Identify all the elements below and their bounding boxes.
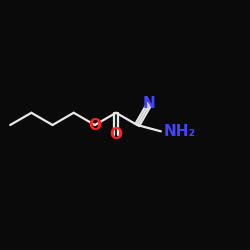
Text: O: O [88, 118, 102, 132]
Text: N: N [143, 96, 156, 111]
Text: NH₂: NH₂ [163, 124, 196, 139]
Text: O: O [110, 127, 122, 142]
